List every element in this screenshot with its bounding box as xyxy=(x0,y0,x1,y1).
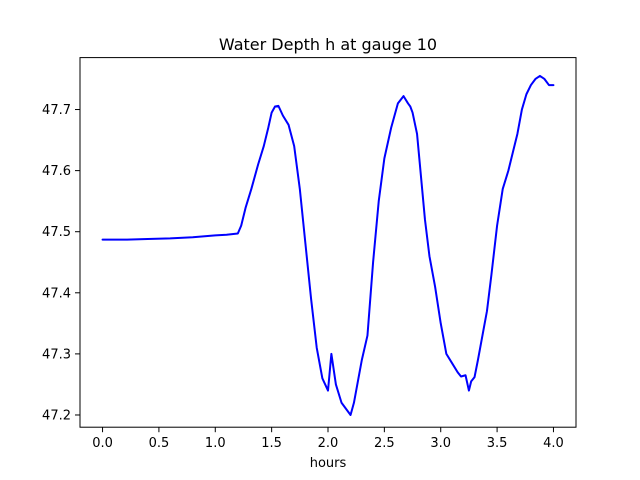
x-axis-ticks: 0.0 0.5 1.0 1.5 2.0 2.5 3.0 3.5 4.0 xyxy=(92,427,564,451)
x-tick-label: 1.0 xyxy=(205,436,226,451)
y-tick-label: 47.4 xyxy=(42,286,71,301)
y-tick-label: 47.3 xyxy=(42,347,71,362)
y-axis-ticks: 47.2 47.3 47.4 47.5 47.6 47.7 xyxy=(42,103,80,423)
x-tick-label: 2.0 xyxy=(318,436,339,451)
x-tick-label: 3.0 xyxy=(430,436,451,451)
series-line-water-depth xyxy=(101,74,555,416)
y-tick-label: 47.5 xyxy=(42,225,71,240)
y-tick-label: 47.6 xyxy=(42,164,71,179)
plot-area xyxy=(101,74,555,416)
chart-title: Water Depth h at gauge 10 xyxy=(219,35,437,54)
x-tick-label: 1.5 xyxy=(261,436,282,451)
y-tick-label: 47.2 xyxy=(42,408,71,423)
x-tick-label: 2.5 xyxy=(374,436,395,451)
y-tick-label: 47.7 xyxy=(42,103,71,118)
x-axis-label: hours xyxy=(310,456,347,471)
axes-frame xyxy=(79,57,577,428)
x-tick-label: 4.0 xyxy=(543,436,564,451)
x-tick-label: 0.5 xyxy=(149,436,170,451)
x-tick-label: 0.0 xyxy=(92,436,113,451)
x-tick-label: 3.5 xyxy=(487,436,508,451)
